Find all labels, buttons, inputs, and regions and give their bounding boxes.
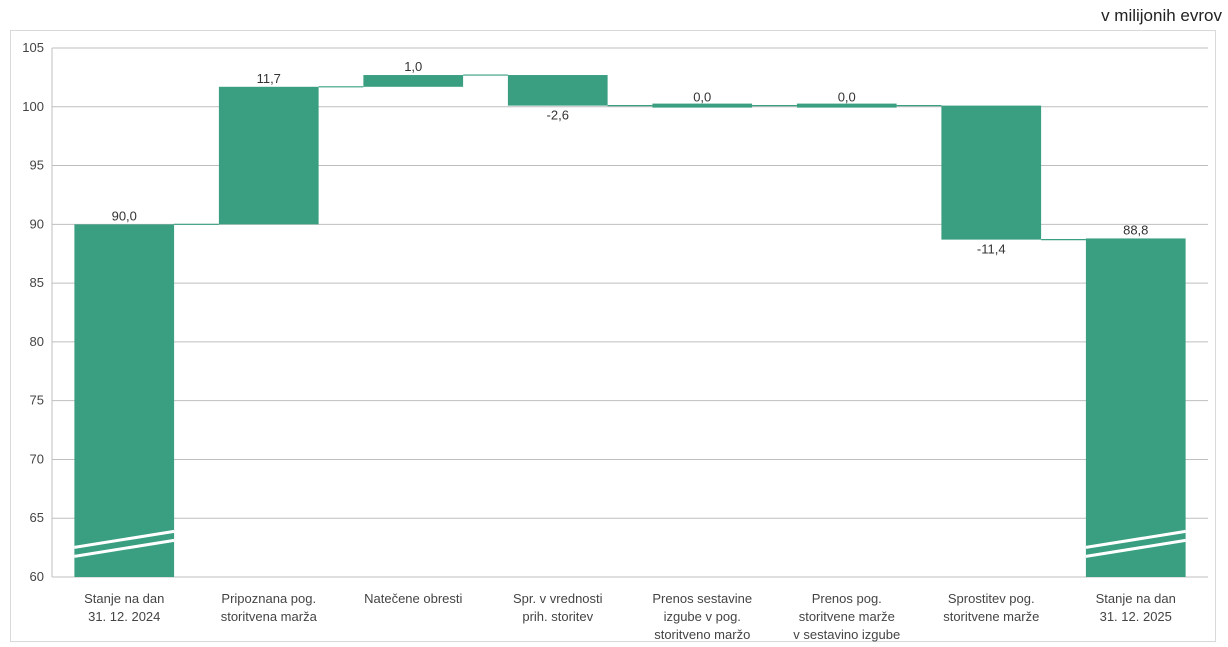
axis-break-line [74, 529, 175, 549]
y-tick-label: 85 [30, 275, 44, 290]
data-label: 90,0 [112, 208, 137, 223]
category-label: storitveno maržo [654, 627, 750, 642]
y-tick-label: 90 [30, 216, 44, 231]
bar [74, 224, 175, 578]
category-label: storitvena marža [221, 609, 318, 624]
category-label: Stanje na dan [1096, 591, 1176, 606]
category-label: izgube v pog. [664, 609, 741, 624]
category-label: Spr. v vrednosti [513, 591, 603, 606]
category-label: storitvene marže [799, 609, 895, 624]
data-label: 88,8 [1123, 222, 1148, 237]
category-label: Sprostitev pog. [948, 591, 1035, 606]
data-label: -2,6 [547, 108, 569, 123]
category-label: storitvene marže [943, 609, 1039, 624]
axis-break-line [74, 538, 175, 558]
data-label: 1,0 [404, 59, 422, 74]
bar [363, 75, 464, 87]
y-tick-label: 100 [22, 99, 44, 114]
bar [941, 105, 1042, 240]
bar [796, 103, 897, 108]
axis-break-line [1085, 529, 1186, 549]
axis-break-line [1085, 538, 1186, 558]
data-label: 11,7 [257, 71, 281, 86]
bar [218, 86, 319, 225]
category-label: Stanje na dan [84, 591, 164, 606]
y-tick-label: 105 [22, 40, 44, 55]
category-label: Natečene obresti [364, 591, 462, 606]
y-tick-label: 65 [30, 510, 44, 525]
category-label: Prenos sestavine [652, 591, 752, 606]
bar [652, 103, 753, 108]
data-label: 0,0 [838, 90, 856, 105]
bar [507, 75, 608, 106]
chart-frame [10, 30, 1216, 642]
category-label: Pripoznana pog. [221, 591, 316, 606]
y-tick-label: 95 [30, 158, 44, 173]
y-tick-label: 80 [30, 334, 44, 349]
category-label: 31. 12. 2025 [1100, 609, 1172, 624]
data-label: -11,4 [977, 242, 1006, 257]
bar [1085, 238, 1186, 577]
unit-label: v milijonih evrov [1101, 6, 1222, 25]
category-label: prih. storitev [522, 609, 593, 624]
y-tick-label: 75 [30, 393, 44, 408]
category-label: 31. 12. 2024 [88, 609, 160, 624]
y-tick-label: 70 [30, 451, 44, 466]
data-label: 0,0 [693, 90, 711, 105]
category-label: Prenos pog. [812, 591, 882, 606]
y-tick-label: 60 [30, 569, 44, 584]
category-label: v sestavino izgube [793, 627, 900, 642]
